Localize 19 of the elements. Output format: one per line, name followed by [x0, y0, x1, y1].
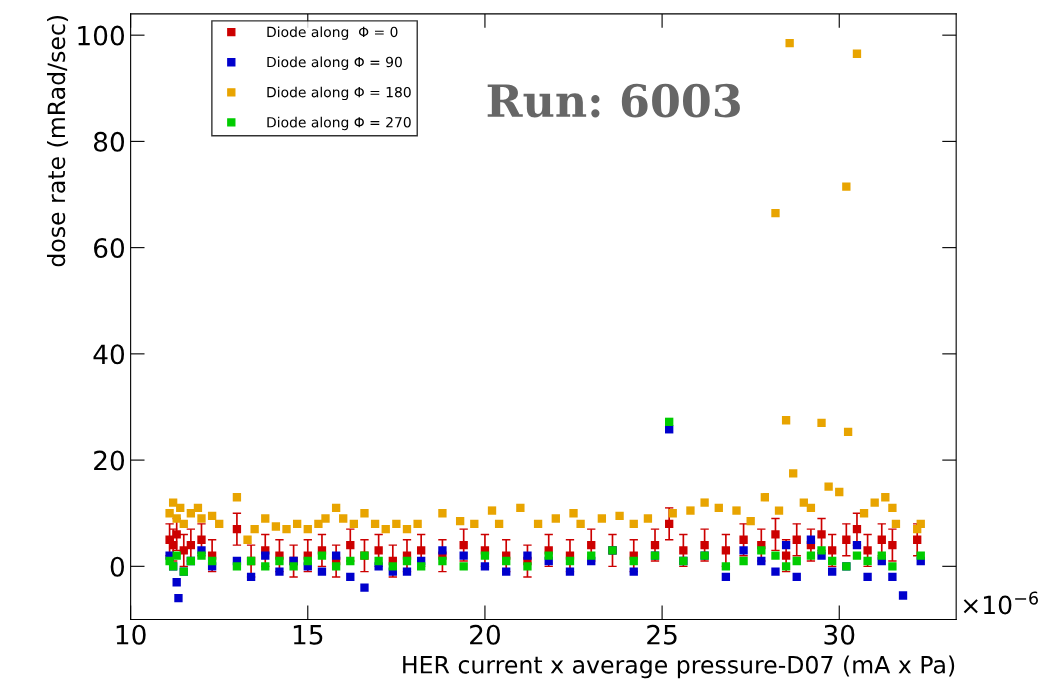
y-tick-label: 20 [94, 450, 125, 471]
annotation: Run: 6003 [487, 83, 740, 118]
y-tick-label: 0 [110, 556, 125, 577]
x-tick-label: 25 [647, 624, 677, 645]
x-axis-title: HER current x average pressure-D07 (mA x Pa) [403, 655, 955, 679]
legend-label: Diode along Φ = 90 [267, 56, 402, 70]
y-tick-label: 100 [78, 25, 125, 46]
y-tick-label: 40 [93, 344, 125, 365]
x-tick-label: 10 [116, 624, 146, 645]
y-axis-title: dose rate (mRad/sec) [46, 15, 69, 267]
x-tick-label: 30 [824, 624, 855, 645]
y-tick-label: 60 [94, 238, 125, 259]
x-tick-label: 15 [293, 625, 323, 645]
legend-label: Diode along Φ = 0 [267, 26, 398, 40]
x-tick-label: 20 [470, 624, 500, 645]
y-tick-label: 80 [93, 131, 125, 152]
text: ×10$^{−6}$ [963, 591, 1038, 615]
legend-label: Diode along Φ = 180 [267, 86, 411, 101]
legend-label: Diode along Φ = 270 [267, 116, 411, 131]
